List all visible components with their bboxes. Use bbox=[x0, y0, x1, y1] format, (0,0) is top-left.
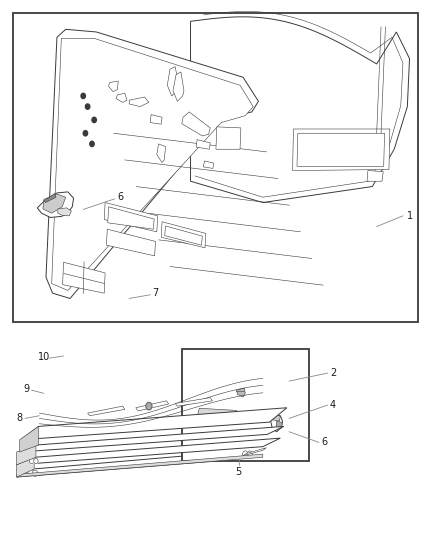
Polygon shape bbox=[21, 408, 287, 440]
Circle shape bbox=[92, 117, 96, 123]
Polygon shape bbox=[271, 414, 280, 421]
Polygon shape bbox=[44, 193, 56, 203]
Circle shape bbox=[243, 451, 248, 457]
Text: 1: 1 bbox=[406, 211, 413, 221]
Polygon shape bbox=[116, 93, 127, 102]
Polygon shape bbox=[106, 229, 155, 256]
Polygon shape bbox=[293, 129, 390, 171]
Polygon shape bbox=[52, 38, 253, 290]
Circle shape bbox=[146, 402, 152, 410]
Polygon shape bbox=[129, 97, 149, 107]
Polygon shape bbox=[237, 388, 245, 397]
Polygon shape bbox=[108, 207, 154, 229]
Polygon shape bbox=[43, 194, 66, 213]
Circle shape bbox=[81, 93, 85, 99]
Polygon shape bbox=[161, 222, 206, 248]
Polygon shape bbox=[20, 426, 39, 452]
Polygon shape bbox=[17, 445, 36, 465]
Bar bbox=[182, 349, 309, 461]
Polygon shape bbox=[271, 413, 283, 432]
Polygon shape bbox=[367, 171, 383, 181]
Polygon shape bbox=[136, 401, 169, 411]
Text: 6: 6 bbox=[117, 192, 124, 202]
Text: 9: 9 bbox=[23, 384, 29, 394]
Circle shape bbox=[29, 458, 34, 464]
Polygon shape bbox=[63, 262, 105, 293]
Text: 8: 8 bbox=[17, 414, 23, 423]
Polygon shape bbox=[196, 140, 210, 149]
Circle shape bbox=[32, 470, 38, 477]
Polygon shape bbox=[157, 144, 166, 163]
Polygon shape bbox=[165, 226, 202, 245]
Text: 4: 4 bbox=[330, 400, 336, 410]
Polygon shape bbox=[198, 408, 239, 421]
Polygon shape bbox=[17, 454, 263, 477]
Circle shape bbox=[28, 470, 33, 476]
Text: 2: 2 bbox=[330, 368, 336, 378]
Polygon shape bbox=[17, 457, 34, 477]
Polygon shape bbox=[167, 67, 179, 96]
Polygon shape bbox=[88, 406, 125, 416]
Polygon shape bbox=[17, 438, 280, 465]
Circle shape bbox=[83, 131, 88, 136]
Polygon shape bbox=[104, 203, 158, 232]
Circle shape bbox=[34, 458, 38, 464]
Polygon shape bbox=[17, 461, 39, 470]
Bar bbox=[13, 13, 418, 322]
Circle shape bbox=[85, 104, 90, 109]
Text: 6: 6 bbox=[321, 438, 327, 447]
Polygon shape bbox=[20, 426, 284, 452]
Polygon shape bbox=[46, 29, 258, 298]
Polygon shape bbox=[173, 72, 184, 101]
Polygon shape bbox=[58, 208, 71, 216]
Circle shape bbox=[90, 141, 94, 147]
Polygon shape bbox=[175, 398, 212, 406]
Text: 5: 5 bbox=[236, 467, 242, 477]
Polygon shape bbox=[109, 81, 118, 92]
Polygon shape bbox=[150, 115, 162, 124]
Text: 7: 7 bbox=[152, 288, 159, 298]
Polygon shape bbox=[276, 421, 283, 429]
Polygon shape bbox=[243, 448, 266, 456]
Polygon shape bbox=[37, 192, 74, 217]
Polygon shape bbox=[17, 448, 279, 477]
Polygon shape bbox=[203, 161, 214, 168]
Text: 10: 10 bbox=[38, 352, 50, 362]
Polygon shape bbox=[216, 127, 241, 149]
Polygon shape bbox=[297, 133, 385, 166]
Polygon shape bbox=[191, 17, 410, 203]
Circle shape bbox=[247, 451, 252, 457]
Polygon shape bbox=[182, 112, 210, 136]
